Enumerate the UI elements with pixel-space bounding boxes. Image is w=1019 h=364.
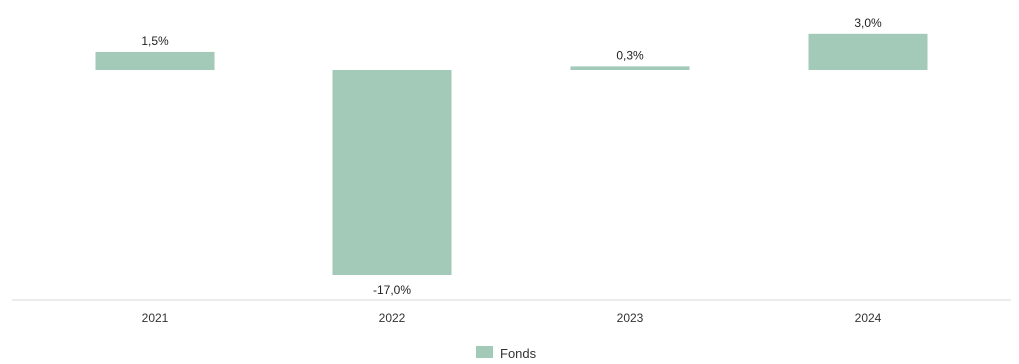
- legend-label: Fonds: [500, 346, 537, 359]
- bar-2023: [571, 66, 690, 70]
- legend: Fonds: [476, 346, 537, 359]
- x-tick-label-group: 2021 2022 2023 2024: [142, 311, 882, 325]
- data-label-2024: 3,0%: [854, 16, 882, 30]
- bar-group: [96, 34, 928, 275]
- data-label-2021: 1,5%: [141, 34, 169, 48]
- x-tick-label-2024: 2024: [855, 311, 882, 325]
- x-tick-label-2023: 2023: [617, 311, 644, 325]
- bar-2021: [96, 52, 215, 70]
- x-tick-label-2022: 2022: [379, 311, 406, 325]
- x-tick-label-2021: 2021: [142, 311, 169, 325]
- bar-2024: [809, 34, 928, 70]
- data-label-group: 1,5% -17,0% 0,3% 3,0%: [141, 16, 882, 297]
- data-label-2022: -17,0%: [373, 283, 411, 297]
- bar-2022: [333, 70, 452, 275]
- data-label-2023: 0,3%: [616, 48, 644, 62]
- legend-swatch: [476, 346, 493, 358]
